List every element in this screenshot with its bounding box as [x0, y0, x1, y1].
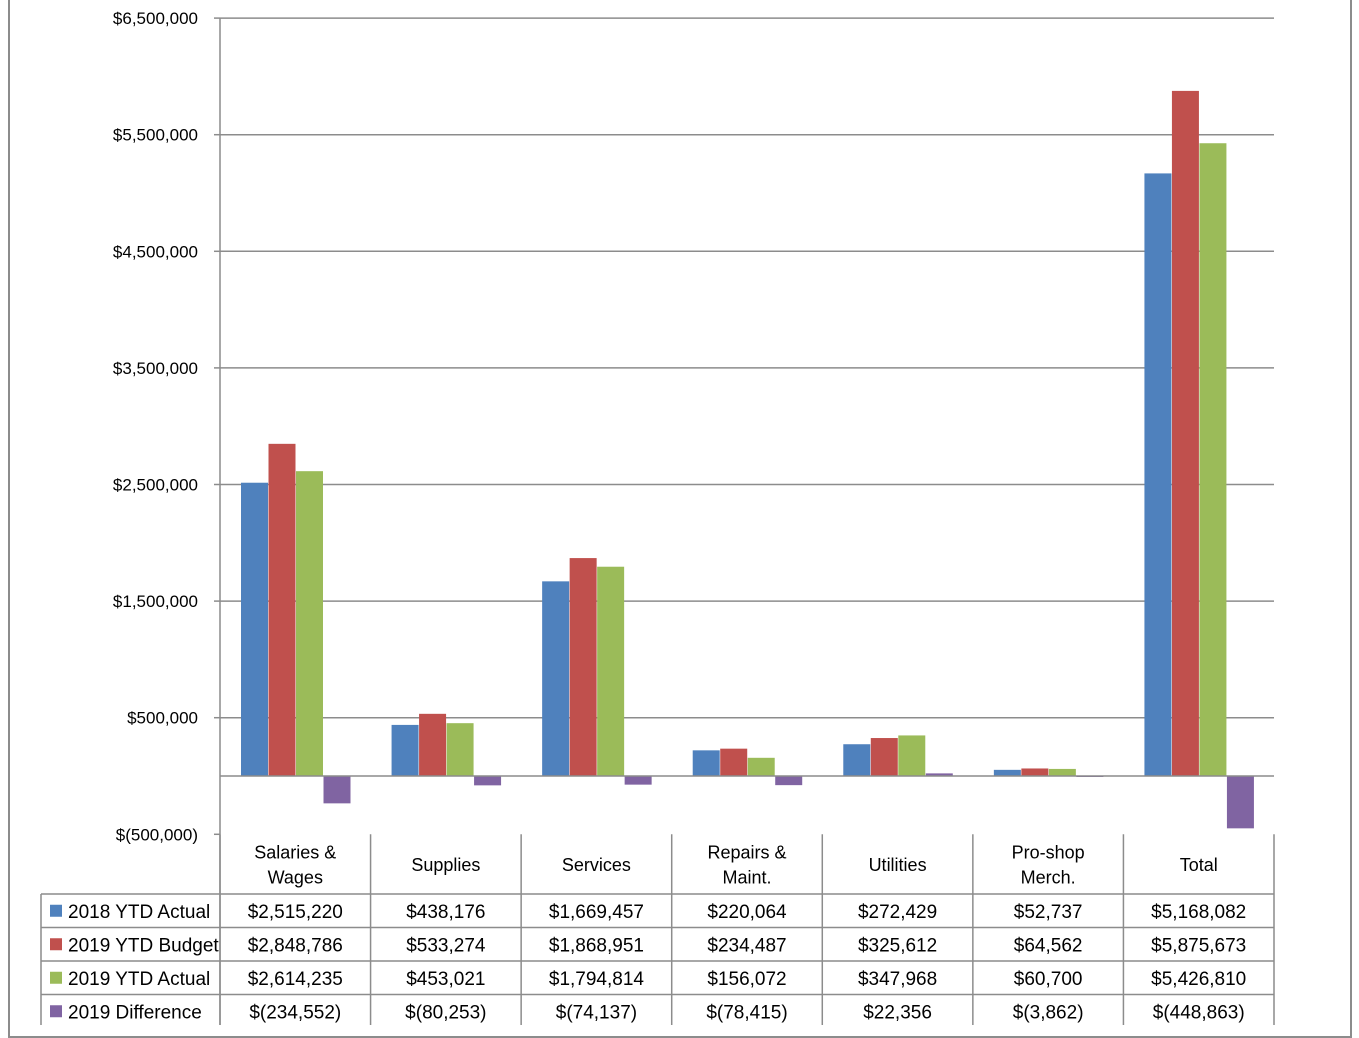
legend-label: 2019 YTD Budget: [68, 935, 219, 956]
y-tick-label: $6,500,000: [113, 9, 198, 28]
category-label: Pro-shop: [1012, 843, 1085, 863]
data-label: $2,614,235: [248, 969, 343, 990]
bar-2019-ytd-actual: [898, 735, 926, 776]
legend-key: [50, 938, 62, 951]
bar-2019-ytd-budget: [720, 748, 748, 776]
data-label: $64,562: [1014, 935, 1083, 956]
bar-2019-difference: [775, 776, 803, 786]
legend-label: 2019 Difference: [68, 1002, 202, 1023]
y-tick-label: $5,500,000: [113, 126, 198, 145]
bar-2018-ytd-actual: [241, 482, 268, 776]
data-label: $325,612: [858, 935, 937, 956]
bar-2019-difference: [925, 773, 953, 776]
data-label: $2,515,220: [248, 902, 343, 923]
category-label: Services: [562, 855, 631, 875]
bar-2019-difference: [323, 776, 351, 804]
data-label: $(448,863): [1153, 1002, 1245, 1023]
category-label: Utilities: [869, 855, 927, 875]
bar-2019-ytd-budget: [268, 443, 296, 776]
data-label: $347,968: [858, 969, 937, 990]
data-label: $453,021: [406, 969, 485, 990]
data-label: $234,487: [707, 935, 786, 956]
category-label: Total: [1180, 855, 1218, 875]
legend-label: 2019 YTD Actual: [68, 969, 210, 990]
bar-2019-ytd-budget: [569, 558, 597, 776]
data-label: $(78,415): [706, 1002, 787, 1023]
bar-2018-ytd-actual: [391, 724, 419, 776]
data-label: $(234,552): [249, 1002, 341, 1023]
category-label: Repairs &: [707, 843, 786, 863]
bar-2019-ytd-budget: [1021, 768, 1049, 776]
data-label: $2,848,786: [248, 935, 343, 956]
data-label: $1,669,457: [549, 902, 644, 923]
data-label: $5,426,810: [1151, 969, 1246, 990]
category-label: Salaries &: [254, 843, 336, 863]
legend-label: 2018 YTD Actual: [68, 902, 210, 923]
bar-2019-difference: [624, 776, 652, 785]
data-label: $438,176: [406, 902, 485, 923]
data-label: $1,868,951: [549, 935, 644, 956]
bar-2019-ytd-actual: [747, 757, 775, 776]
data-label: $5,875,673: [1151, 935, 1246, 956]
bar-2019-difference: [1226, 776, 1254, 829]
y-tick-label: $(500,000): [116, 825, 198, 844]
data-label: $5,168,082: [1151, 902, 1246, 923]
data-label: $1,794,814: [549, 969, 645, 990]
data-label: $220,064: [707, 902, 787, 923]
data-label: $533,274: [406, 935, 486, 956]
y-tick-label: $2,500,000: [113, 476, 198, 495]
y-tick-label: $500,000: [127, 709, 198, 728]
bar-2018-ytd-actual: [542, 581, 570, 776]
data-label: $60,700: [1014, 969, 1083, 990]
data-label: $272,429: [858, 902, 937, 923]
legend-key: [50, 971, 62, 984]
bar-2018-ytd-actual: [993, 769, 1021, 776]
bar-2019-ytd-actual: [1048, 768, 1076, 776]
data-label: $52,737: [1014, 902, 1083, 923]
data-label: $156,072: [707, 969, 786, 990]
bar-2019-ytd-budget: [419, 713, 447, 776]
bar-2018-ytd-actual: [1144, 173, 1172, 777]
category-label: Wages: [268, 868, 323, 888]
bar-2018-ytd-actual: [843, 744, 871, 776]
category-label: Maint.: [722, 868, 771, 888]
legend-key: [50, 904, 62, 917]
category-label: Merch.: [1021, 868, 1076, 888]
data-label: $(74,137): [556, 1002, 637, 1023]
bar-2019-ytd-budget: [870, 738, 898, 776]
bar-2019-ytd-budget: [1171, 90, 1199, 776]
bar-2019-difference: [474, 776, 502, 786]
bar-2018-ytd-actual: [692, 750, 720, 776]
bar-2019-ytd-actual: [1199, 143, 1227, 776]
data-label: $(3,862): [1013, 1002, 1084, 1023]
legend-key: [50, 1005, 62, 1018]
y-tick-label: $3,500,000: [113, 359, 198, 378]
data-label: $22,356: [863, 1002, 932, 1023]
y-tick-label: $4,500,000: [113, 242, 198, 261]
bar-2019-ytd-actual: [446, 723, 474, 776]
bar-2019-ytd-actual: [597, 566, 625, 776]
bar-2019-ytd-actual: [296, 471, 323, 776]
y-tick-label: $1,500,000: [113, 592, 198, 611]
category-label: Supplies: [411, 855, 480, 875]
data-label: $(80,253): [405, 1002, 486, 1023]
